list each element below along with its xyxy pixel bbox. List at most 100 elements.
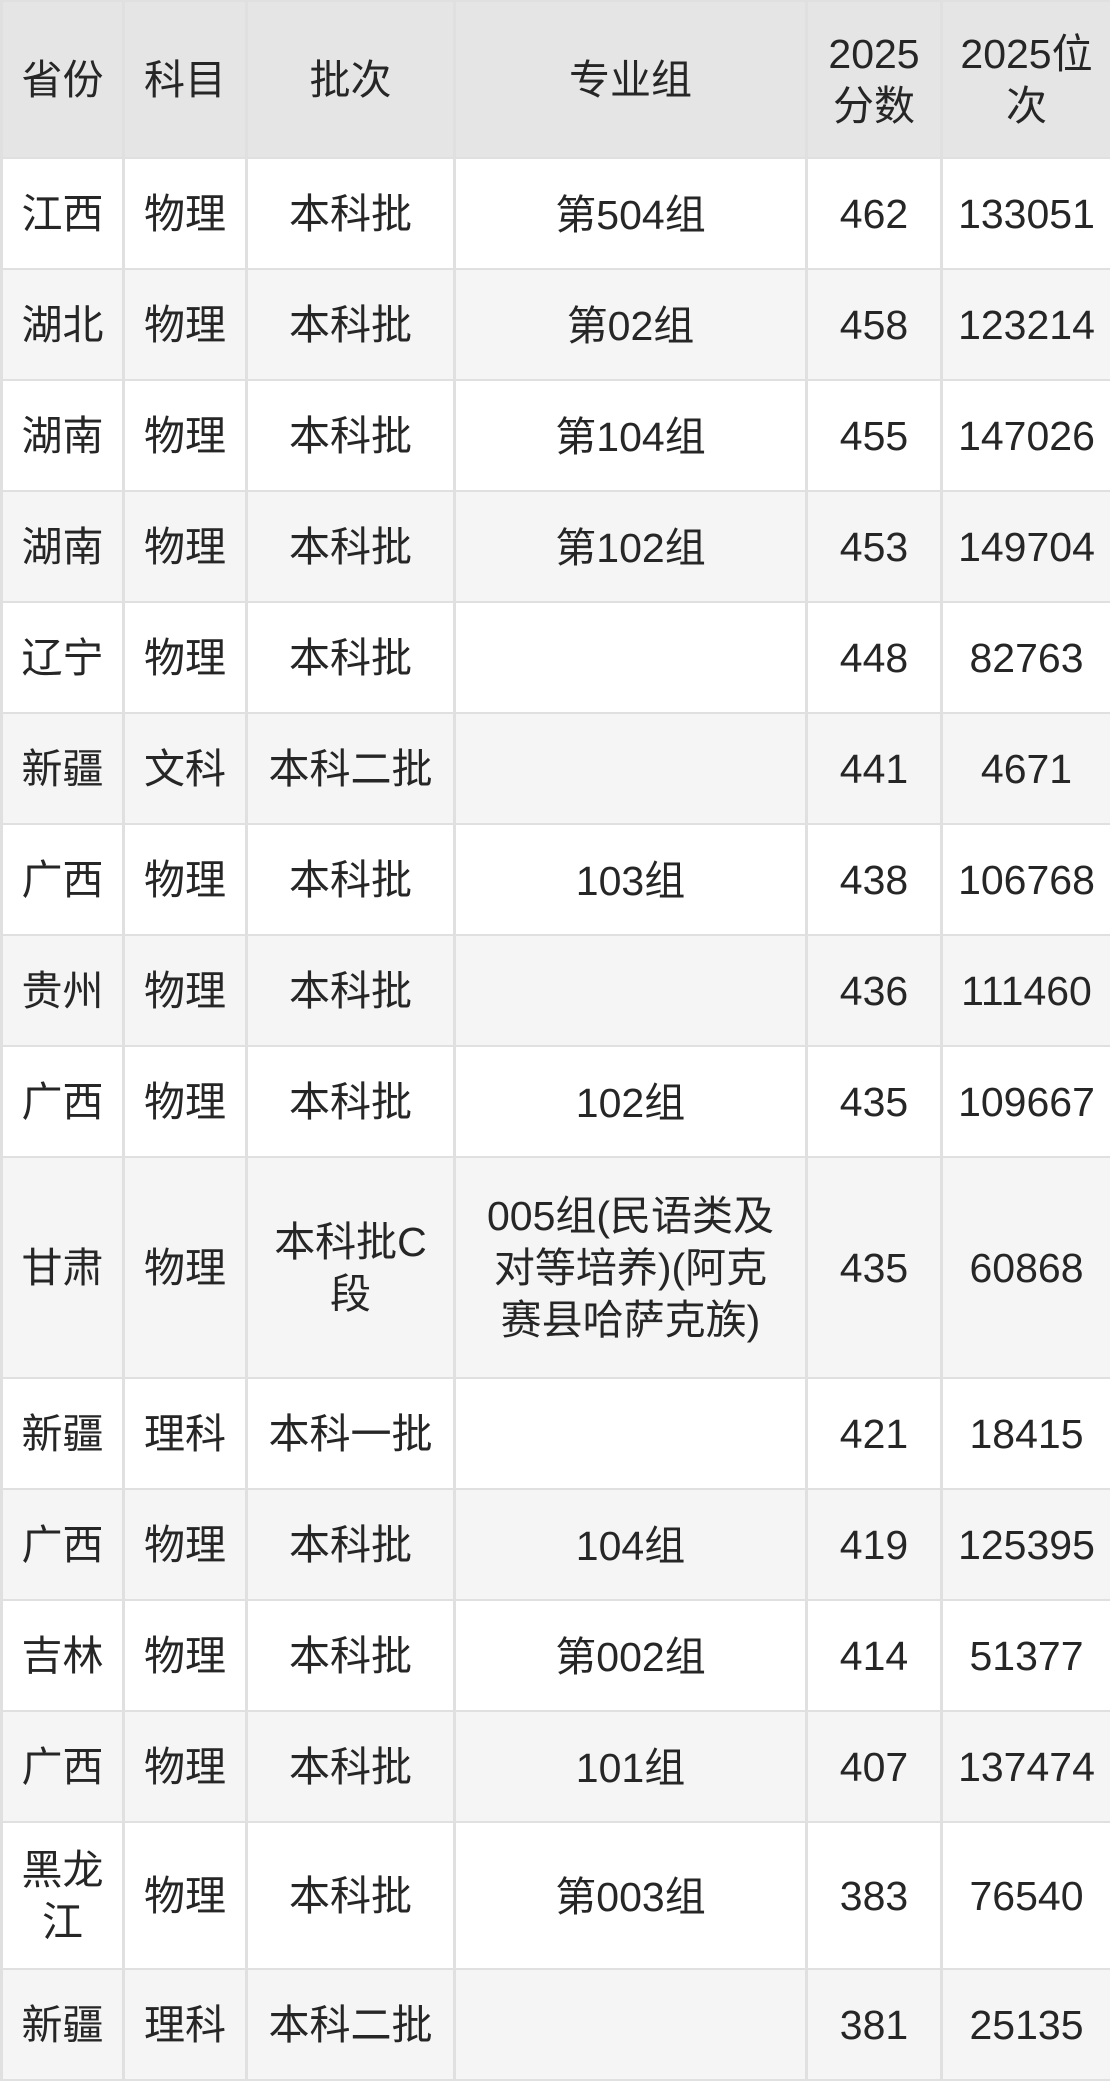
cell-major-group: 101组 (453, 1710, 808, 1823)
cell-rank-2025: 51377 (940, 1599, 1110, 1712)
cell-score-2025: 407 (805, 1710, 943, 1823)
major-group-text: 第102组 (555, 525, 706, 572)
cell-batch: 本科批 (245, 379, 456, 492)
cell-province: 甘肃 (0, 1156, 125, 1379)
cell-rank-2025: 111460 (940, 934, 1110, 1047)
cell-subject: 理科 (122, 1968, 248, 2081)
cell-rank-2025: 60868 (940, 1156, 1110, 1379)
table-header-row: 省份 科目 批次 专业组 2025分数 2025位次 (0, 0, 1110, 159)
cell-province: 辽宁 (0, 601, 125, 714)
major-group-text: 101组 (575, 1745, 686, 1792)
cell-rank-2025: 18415 (940, 1377, 1110, 1490)
cell-rank-2025: 123214 (940, 268, 1110, 381)
table-row: 吉林 物理 本科批 第002组 414 51377 (0, 1599, 1110, 1712)
cell-subject: 物理 (122, 934, 248, 1047)
cell-batch: 本科批 (245, 1488, 456, 1601)
table-row: 湖南 物理 本科批 第102组 453 149704 (0, 490, 1110, 603)
cell-major-group: 103组 (453, 823, 808, 936)
cell-batch: 本科批 (245, 1045, 456, 1158)
cell-subject: 理科 (122, 1377, 248, 1490)
cell-province: 新疆 (0, 1377, 125, 1490)
table-row: 新疆 理科 本科一批 421 18415 (0, 1377, 1110, 1490)
table-row: 辽宁 物理 本科批 448 82763 (0, 601, 1110, 714)
cell-rank-2025: 4671 (940, 712, 1110, 825)
major-group-text: 第104组 (555, 414, 706, 461)
cell-batch: 本科批 (245, 157, 456, 270)
cell-subject: 物理 (122, 823, 248, 936)
col-header-score-2025: 2025分数 (805, 0, 943, 159)
major-group-text: 102组 (575, 1080, 686, 1127)
col-header-province: 省份 (0, 0, 125, 159)
cell-batch: 本科批 (245, 823, 456, 936)
table-row: 广西 物理 本科批 103组 438 106768 (0, 823, 1110, 936)
major-group-text: 第02组 (566, 303, 695, 350)
cell-rank-2025: 137474 (940, 1710, 1110, 1823)
cell-batch: 本科批 (245, 1821, 456, 1970)
cell-score-2025: 436 (805, 934, 943, 1047)
table-row: 广西 物理 本科批 104组 419 125395 (0, 1488, 1110, 1601)
cell-score-2025: 458 (805, 268, 943, 381)
cell-province: 湖北 (0, 268, 125, 381)
cell-score-2025: 462 (805, 157, 943, 270)
cell-subject: 物理 (122, 1710, 248, 1823)
cell-major-group: 102组 (453, 1045, 808, 1158)
table-row: 新疆 理科 本科二批 381 25135 (0, 1968, 1110, 2081)
cell-major-group (453, 1377, 808, 1490)
cell-major-group: 005组(民语类及对等培养)(阿克赛县哈萨克族) (453, 1156, 808, 1379)
cell-score-2025: 435 (805, 1045, 943, 1158)
cell-major-group: 第504组 (453, 157, 808, 270)
col-header-batch: 批次 (245, 0, 456, 159)
cell-subject: 物理 (122, 601, 248, 714)
cell-subject: 物理 (122, 490, 248, 603)
cell-province: 广西 (0, 1045, 125, 1158)
cell-score-2025: 421 (805, 1377, 943, 1490)
cell-province: 黑龙江 (0, 1821, 125, 1970)
cell-province: 广西 (0, 1488, 125, 1601)
cell-batch: 本科批 (245, 1710, 456, 1823)
cell-major-group: 104组 (453, 1488, 808, 1601)
cell-rank-2025: 109667 (940, 1045, 1110, 1158)
cell-major-group: 第002组 (453, 1599, 808, 1712)
cell-subject: 物理 (122, 1045, 248, 1158)
major-group-text: 104组 (575, 1523, 686, 1570)
cell-province: 湖南 (0, 490, 125, 603)
cell-score-2025: 448 (805, 601, 943, 714)
cell-rank-2025: 82763 (940, 601, 1110, 714)
table-row: 甘肃 物理 本科批C段 005组(民语类及对等培养)(阿克赛县哈萨克族) 435… (0, 1156, 1110, 1379)
cell-score-2025: 381 (805, 1968, 943, 2081)
cell-subject: 文科 (122, 712, 248, 825)
cell-batch: 本科二批 (245, 1968, 456, 2081)
cell-score-2025: 435 (805, 1156, 943, 1379)
cell-score-2025: 441 (805, 712, 943, 825)
cell-major-group: 第02组 (453, 268, 808, 381)
table-row: 广西 物理 本科批 101组 407 137474 (0, 1710, 1110, 1823)
cell-major-group: 第003组 (453, 1821, 808, 1970)
cell-subject: 物理 (122, 157, 248, 270)
table-row: 广西 物理 本科批 102组 435 109667 (0, 1045, 1110, 1158)
cell-province: 江西 (0, 157, 125, 270)
cell-province: 湖南 (0, 379, 125, 492)
cell-province: 广西 (0, 823, 125, 936)
table-body: 江西 物理 本科批 第504组 462 133051 湖北 物理 本科批 第02… (0, 157, 1110, 2081)
table-row: 湖南 物理 本科批 第104组 455 147026 (0, 379, 1110, 492)
cell-subject: 物理 (122, 379, 248, 492)
cell-province: 新疆 (0, 1968, 125, 2081)
cell-batch: 本科一批 (245, 1377, 456, 1490)
col-header-rank-2025: 2025位次 (940, 0, 1110, 159)
cell-subject: 物理 (122, 1599, 248, 1712)
table-header: 省份 科目 批次 专业组 2025分数 2025位次 (0, 0, 1110, 159)
cell-batch: 本科批 (245, 934, 456, 1047)
cell-major-group: 第104组 (453, 379, 808, 492)
cell-score-2025: 383 (805, 1821, 943, 1970)
cell-score-2025: 414 (805, 1599, 943, 1712)
cell-subject: 物理 (122, 268, 248, 381)
cell-batch: 本科批C段 (245, 1156, 456, 1379)
table-row: 贵州 物理 本科批 436 111460 (0, 934, 1110, 1047)
cell-major-group (453, 712, 808, 825)
major-group-text: 第003组 (555, 1874, 706, 1921)
table-row: 湖北 物理 本科批 第02组 458 123214 (0, 268, 1110, 381)
major-group-text: 第504组 (555, 192, 706, 239)
cell-rank-2025: 133051 (940, 157, 1110, 270)
